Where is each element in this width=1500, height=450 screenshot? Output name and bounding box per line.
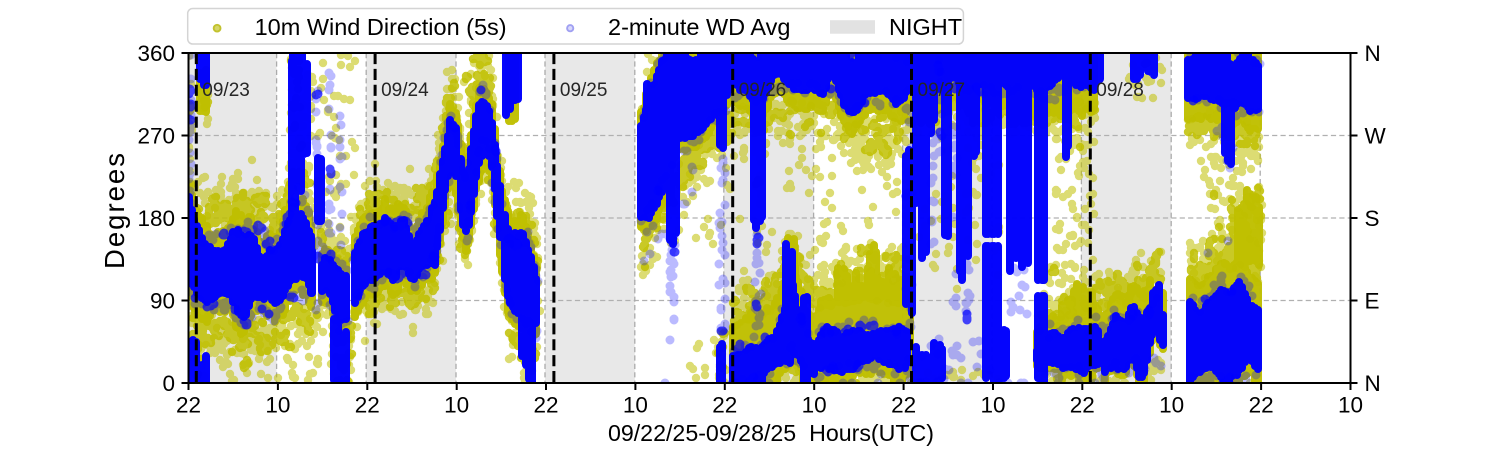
- svg-text:10: 10: [1159, 393, 1184, 418]
- svg-text:90: 90: [150, 289, 175, 314]
- svg-text:10m Wind Direction (5s): 10m Wind Direction (5s): [255, 14, 507, 40]
- svg-text:10: 10: [980, 393, 1005, 418]
- svg-text:10: 10: [623, 393, 648, 418]
- svg-text:10: 10: [1338, 393, 1363, 418]
- svg-text:10: 10: [265, 393, 290, 418]
- svg-text:10: 10: [802, 393, 827, 418]
- svg-text:10: 10: [444, 393, 469, 418]
- svg-text:22: 22: [891, 393, 916, 418]
- svg-text:22: 22: [355, 393, 380, 418]
- svg-text:22: 22: [1249, 393, 1274, 418]
- svg-text:09/27: 09/27: [918, 80, 966, 101]
- svg-text:Degrees: Degrees: [99, 151, 130, 269]
- svg-text:S: S: [1365, 206, 1380, 231]
- svg-text:22: 22: [533, 393, 558, 418]
- svg-text:180: 180: [137, 206, 175, 231]
- svg-text:E: E: [1365, 289, 1380, 314]
- svg-text:09/26: 09/26: [739, 80, 787, 101]
- svg-text:09/28: 09/28: [1096, 80, 1144, 101]
- svg-text:NIGHT: NIGHT: [889, 14, 962, 40]
- svg-text:22: 22: [1070, 393, 1095, 418]
- svg-text:22: 22: [176, 393, 201, 418]
- svg-text:0: 0: [162, 371, 175, 396]
- svg-text:360: 360: [137, 41, 175, 66]
- svg-text:09/24: 09/24: [381, 80, 429, 101]
- svg-text:22: 22: [712, 393, 737, 418]
- svg-text:09/22/25-09/28/25 Hours(UTC): 09/22/25-09/28/25 Hours(UTC): [608, 420, 934, 446]
- svg-text:2-minute WD Avg: 2-minute WD Avg: [608, 14, 790, 40]
- svg-text:W: W: [1365, 124, 1387, 149]
- svg-text:09/23: 09/23: [202, 80, 250, 101]
- svg-text:N: N: [1365, 371, 1381, 396]
- svg-text:09/25: 09/25: [560, 80, 608, 101]
- svg-text:270: 270: [137, 124, 175, 149]
- svg-text:N: N: [1365, 41, 1381, 66]
